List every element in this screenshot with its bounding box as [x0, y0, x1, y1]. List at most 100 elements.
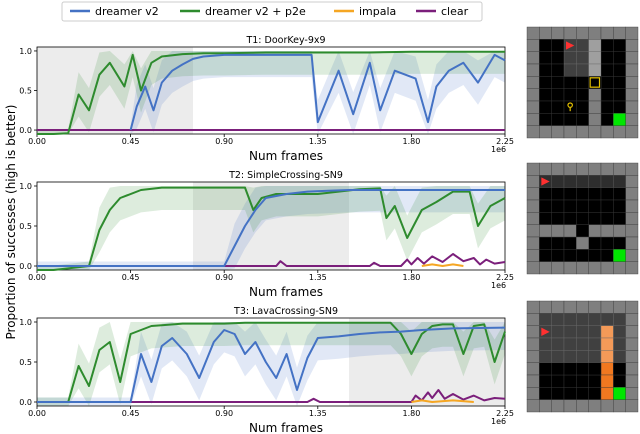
grid-cell [625, 113, 639, 126]
lava-cell [600, 387, 614, 400]
grid-cell [576, 249, 589, 262]
grid-cell [600, 300, 614, 314]
agent-view-highlight [539, 175, 626, 188]
grid-cell [613, 63, 626, 77]
chart-title: T2: SimpleCrossing-SN9 [228, 170, 343, 181]
legend-frame [61, 1, 483, 22]
grid-cell [526, 249, 540, 262]
grid-cell [539, 199, 552, 213]
grid-cell [588, 399, 602, 413]
grid-cell [625, 100, 639, 114]
grid-cell [539, 261, 552, 275]
grid-cell [551, 387, 565, 400]
grid-cell [526, 51, 540, 65]
confidence-band [130, 51, 505, 134]
grid-cell [613, 399, 626, 413]
grid-cell [576, 362, 589, 376]
grid-cell [539, 76, 552, 89]
confidence-band [37, 322, 505, 406]
grid-cell [551, 113, 565, 126]
grid-cell [526, 337, 540, 351]
grid-cell [588, 212, 602, 225]
grid-cell [526, 362, 540, 376]
grid-cell [625, 26, 639, 40]
lava-cell [600, 374, 614, 388]
grid-cell [526, 26, 540, 40]
grid-cell [563, 88, 577, 102]
grid-cell [526, 187, 540, 201]
grid-cell [551, 187, 565, 201]
grid-cell [576, 212, 589, 225]
red-triangle-agent-icon [541, 327, 550, 336]
grid-cell [576, 300, 589, 314]
grid-cell [526, 261, 540, 275]
grid-cell [588, 26, 602, 40]
grid-cell [600, 261, 614, 275]
grid-cell [539, 300, 552, 314]
y-axis-label: Proportion of successes (high is better) [4, 105, 18, 340]
grid-cell [625, 51, 639, 65]
grid-cell [576, 374, 589, 388]
grid-cell [551, 212, 565, 225]
grid-cell [563, 399, 577, 413]
grid-cell [539, 212, 552, 225]
grid-cell [588, 125, 602, 139]
grid-cell [613, 100, 626, 114]
chart-title: T1: DoorKey-9x9 [245, 35, 325, 46]
x-tick-label: 1.35 [309, 137, 327, 146]
grid-cell [539, 113, 552, 126]
y-tick-label: 0.0 [19, 126, 32, 135]
wall-cell [563, 224, 577, 238]
grid-cell [526, 88, 540, 102]
grid-cell [551, 236, 565, 250]
grid-cell [551, 362, 565, 376]
grid-cell [551, 125, 565, 139]
grid-cell [526, 63, 540, 77]
confidence-band [37, 51, 505, 134]
grid-cell [600, 199, 614, 213]
grid-cell [576, 125, 589, 139]
grid-cell [539, 399, 552, 413]
grid-cell [526, 76, 540, 89]
grid-cell [613, 236, 626, 250]
grid-cell [551, 63, 565, 77]
legend-label-impala: impala [359, 5, 396, 18]
grid-cell [600, 26, 614, 40]
thumbnail-simplecrossing [526, 162, 639, 275]
grid-cell [600, 63, 614, 77]
x-axis-label: Num frames [249, 421, 323, 434]
grid-cell [563, 125, 577, 139]
grid-cell [625, 76, 639, 89]
thumbnail-lavacrossing [526, 300, 639, 413]
grid-cell [551, 399, 565, 413]
grid-cell [551, 100, 565, 114]
grid-cell [600, 236, 614, 250]
grid-cell [526, 236, 540, 250]
grid-cell [551, 76, 565, 89]
grid-cell [526, 175, 540, 188]
grid-cell [588, 300, 602, 314]
grid-cell [539, 39, 552, 52]
grid-cell [563, 387, 577, 400]
grid-cell [625, 337, 639, 351]
grid-cell [625, 362, 639, 376]
series-line-clear [37, 253, 506, 267]
grid-cell [539, 387, 552, 400]
legend-label-dreamer: dreamer v2 [95, 5, 159, 18]
grid-cell [539, 26, 552, 40]
grid-cell [600, 51, 614, 65]
grid-cell [539, 88, 552, 102]
grid-cell [613, 162, 626, 176]
grid-cell [600, 39, 614, 52]
goal-cell [613, 249, 626, 262]
grid-cell [526, 350, 540, 363]
legend: dreamer v2 dreamer v2 + p2e impala clear [61, 1, 483, 22]
grid-cell [588, 162, 602, 176]
grid-cell [551, 261, 565, 275]
grid-cell [625, 313, 639, 326]
x-tick-label: 0.45 [122, 137, 140, 146]
grid-cell [625, 300, 639, 314]
x-tick-label: 0.45 [122, 273, 140, 282]
grid-cell [625, 374, 639, 388]
